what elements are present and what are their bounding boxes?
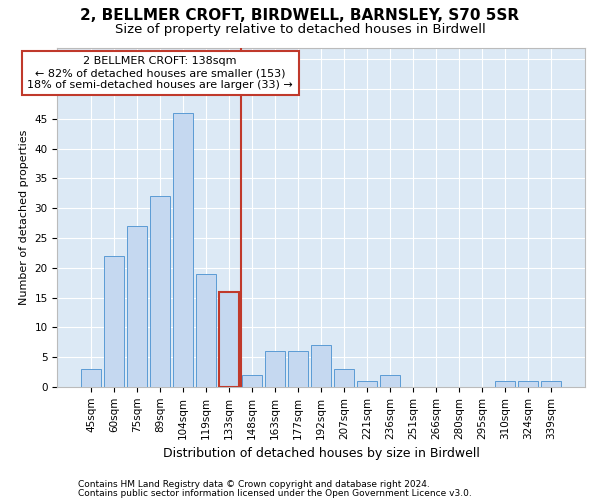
Bar	[541, 381, 561, 387]
Bar	[127, 226, 147, 387]
Bar	[518, 381, 538, 387]
X-axis label: Distribution of detached houses by size in Birdwell: Distribution of detached houses by size …	[163, 447, 479, 460]
Bar	[334, 369, 354, 387]
Bar	[358, 381, 377, 387]
Bar	[81, 369, 101, 387]
Bar	[242, 375, 262, 387]
Bar	[151, 196, 170, 387]
Bar	[380, 375, 400, 387]
Bar	[104, 256, 124, 387]
Text: 2 BELLMER CROFT: 138sqm
← 82% of detached houses are smaller (153)
18% of semi-d: 2 BELLMER CROFT: 138sqm ← 82% of detache…	[27, 56, 293, 90]
Y-axis label: Number of detached properties: Number of detached properties	[19, 130, 29, 305]
Text: Size of property relative to detached houses in Birdwell: Size of property relative to detached ho…	[115, 22, 485, 36]
Bar	[311, 345, 331, 387]
Bar	[265, 351, 285, 387]
Text: Contains public sector information licensed under the Open Government Licence v3: Contains public sector information licen…	[78, 489, 472, 498]
Bar	[496, 381, 515, 387]
Bar	[220, 292, 239, 387]
Text: Contains HM Land Registry data © Crown copyright and database right 2024.: Contains HM Land Registry data © Crown c…	[78, 480, 430, 489]
Bar	[289, 351, 308, 387]
Bar	[196, 274, 216, 387]
Bar	[173, 113, 193, 387]
Text: 2, BELLMER CROFT, BIRDWELL, BARNSLEY, S70 5SR: 2, BELLMER CROFT, BIRDWELL, BARNSLEY, S7…	[80, 8, 520, 22]
